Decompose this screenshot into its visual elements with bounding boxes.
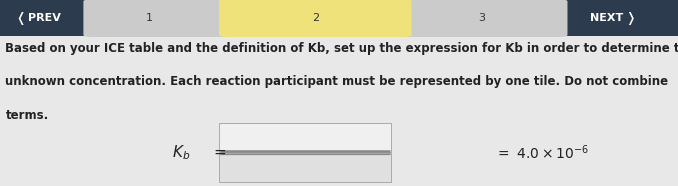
FancyBboxPatch shape (219, 153, 391, 182)
Text: Based on your ICE table and the definition of Kb, set up the expression for Kb i: Based on your ICE table and the definiti… (5, 42, 678, 55)
Text: 3: 3 (478, 13, 485, 23)
Text: terms.: terms. (5, 109, 49, 122)
Text: $K_b$: $K_b$ (172, 143, 190, 162)
Text: PREV: PREV (28, 13, 60, 23)
Text: =: = (214, 145, 226, 160)
FancyBboxPatch shape (219, 0, 412, 37)
FancyBboxPatch shape (83, 0, 567, 37)
Bar (0, 36, 678, 186)
Text: $= \ 4.0 \times 10^{-6}$: $= \ 4.0 \times 10^{-6}$ (495, 143, 589, 162)
Text: unknown concentration. Each reaction participant must be represented by one tile: unknown concentration. Each reaction par… (5, 75, 669, 88)
Text: ❬: ❬ (15, 12, 26, 25)
Text: NEXT: NEXT (590, 13, 624, 23)
Text: ❭: ❭ (625, 12, 636, 25)
Text: 1: 1 (146, 13, 153, 23)
FancyBboxPatch shape (219, 123, 391, 153)
Bar (0, 0, 678, 36)
Text: 2: 2 (312, 13, 319, 23)
